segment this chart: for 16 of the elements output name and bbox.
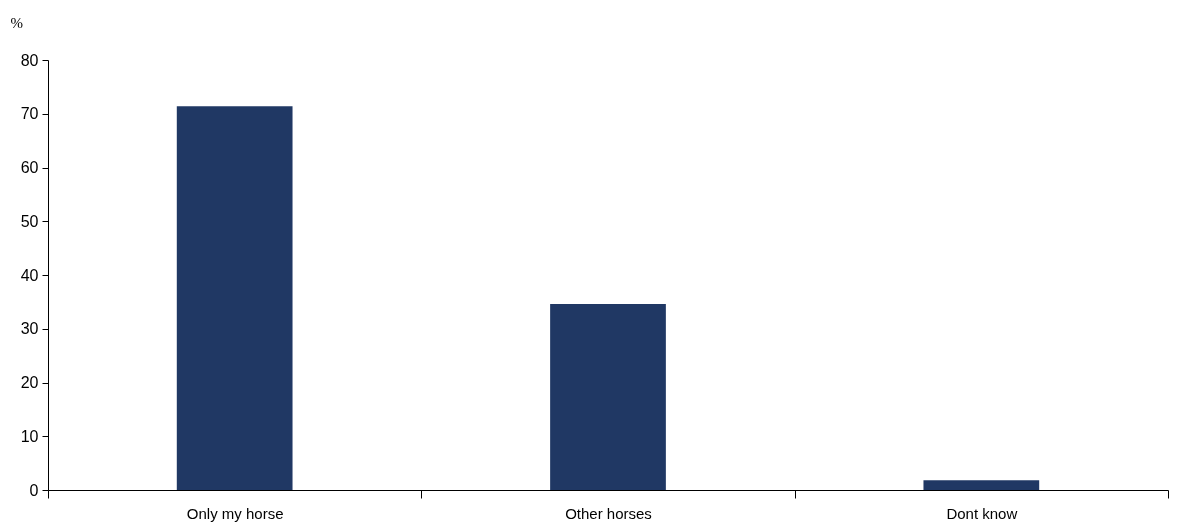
y-tick-label: 30 (20, 320, 39, 338)
bar (550, 304, 666, 490)
y-tick-label: 50 (20, 212, 39, 230)
y-tick-label: 60 (20, 159, 39, 176)
y-axis-title: % (10, 14, 23, 31)
x-tick-label: Dont know (946, 504, 1018, 522)
y-tick-label: 40 (20, 266, 39, 284)
x-tick-label: Other horses (565, 504, 652, 522)
y-tick-label: 10 (20, 427, 39, 445)
bar (176, 106, 293, 490)
y-tick-label: 80 (20, 51, 39, 69)
x-tick-label: Only my horse (186, 504, 284, 522)
y-tick-label: 20 (20, 374, 39, 391)
y-tick-label: 0 (29, 481, 39, 499)
bar (923, 480, 1040, 490)
y-tick-label: 70 (20, 105, 39, 123)
